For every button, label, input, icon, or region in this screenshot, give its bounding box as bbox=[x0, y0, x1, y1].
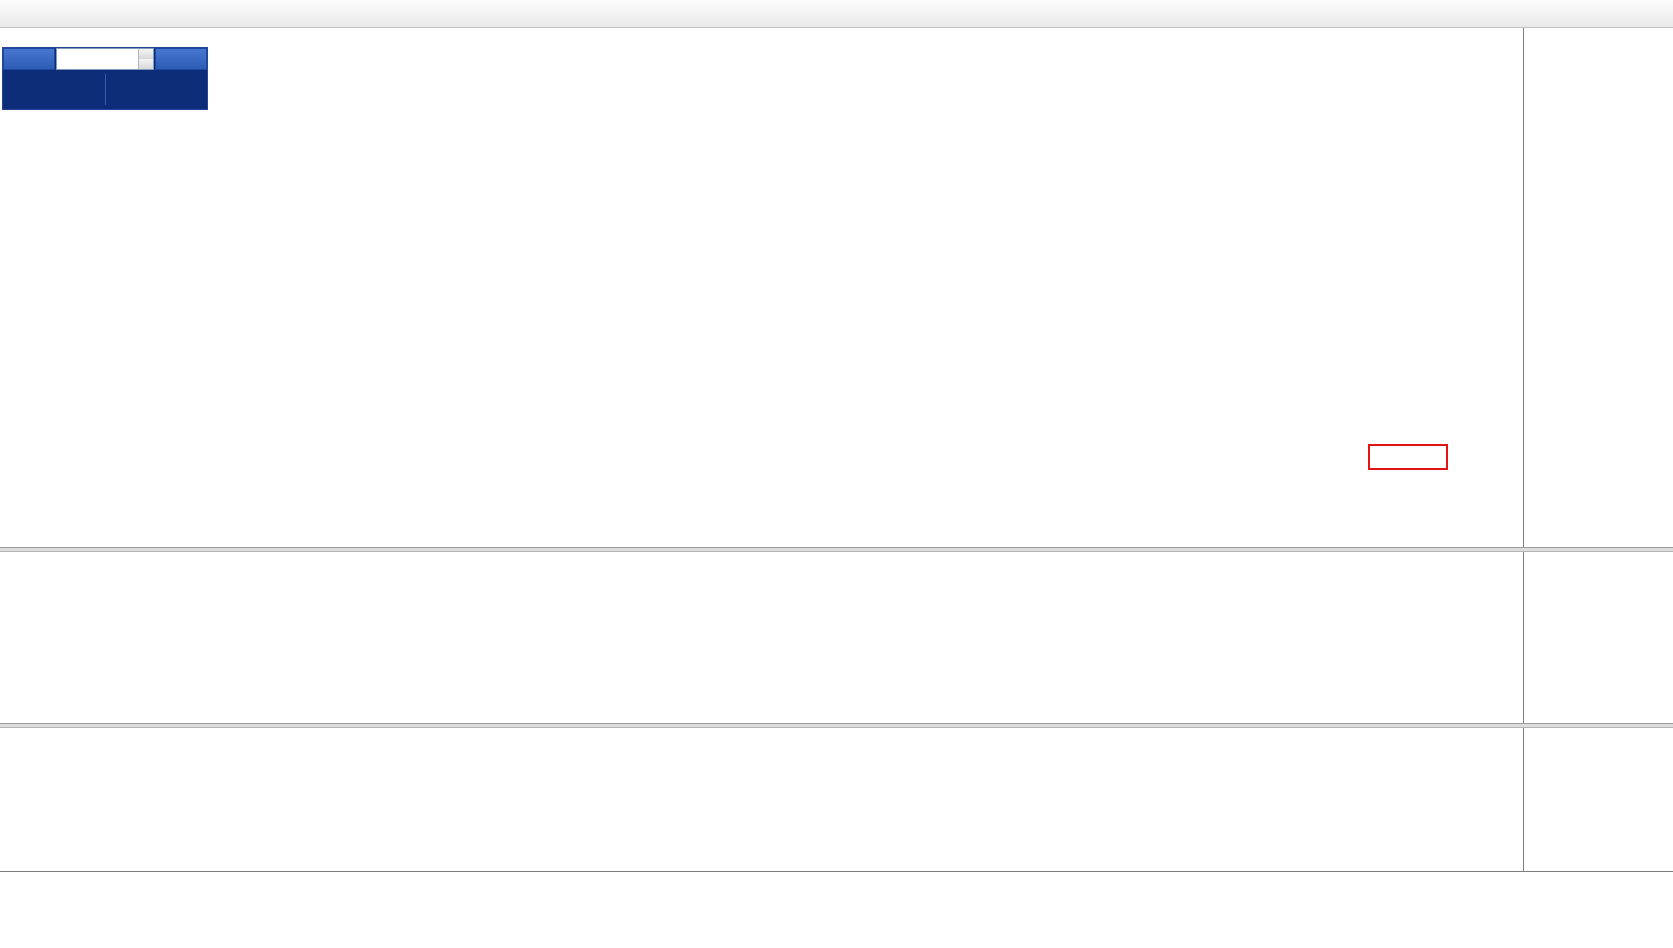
price-callout-label[interactable] bbox=[1368, 444, 1448, 470]
buy-button[interactable] bbox=[155, 48, 207, 70]
rsi-chart-canvas[interactable] bbox=[0, 728, 1523, 871]
sell-button[interactable] bbox=[3, 48, 55, 70]
volume-down-button[interactable] bbox=[139, 59, 153, 69]
buy-price[interactable] bbox=[106, 70, 208, 109]
pane-separator[interactable] bbox=[0, 723, 1673, 728]
macd-chart-canvas[interactable] bbox=[0, 552, 1523, 723]
one-click-trading-panel bbox=[2, 47, 208, 110]
time-axis[interactable] bbox=[0, 871, 1673, 898]
price-divider bbox=[104, 74, 106, 105]
pane-separator[interactable] bbox=[0, 547, 1673, 552]
price-pane-overlay bbox=[0, 28, 1523, 547]
price-chart-canvas[interactable] bbox=[0, 28, 1523, 547]
volume-field[interactable] bbox=[56, 48, 154, 70]
price-axis[interactable] bbox=[1523, 28, 1673, 871]
volume-up-button[interactable] bbox=[139, 49, 153, 59]
toolbar bbox=[0, 0, 1673, 28]
sell-price[interactable] bbox=[3, 70, 105, 109]
